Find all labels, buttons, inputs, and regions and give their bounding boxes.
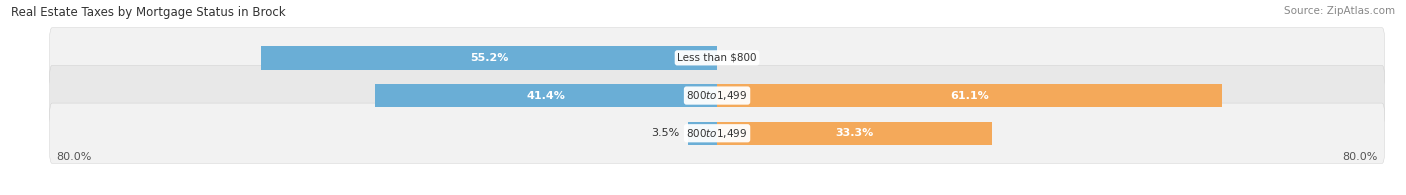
Text: 61.1%: 61.1% [950, 90, 988, 101]
Bar [688, 121, 717, 145]
FancyBboxPatch shape [49, 28, 1385, 88]
Bar [717, 121, 993, 145]
Text: Source: ZipAtlas.com: Source: ZipAtlas.com [1284, 6, 1395, 16]
Text: 80.0%: 80.0% [56, 152, 91, 162]
Bar [262, 46, 717, 70]
Bar [375, 84, 717, 107]
FancyBboxPatch shape [49, 103, 1385, 163]
Text: Real Estate Taxes by Mortgage Status in Brock: Real Estate Taxes by Mortgage Status in … [11, 6, 285, 19]
Bar [717, 84, 1222, 107]
Text: 80.0%: 80.0% [1343, 152, 1378, 162]
FancyBboxPatch shape [49, 65, 1385, 126]
Text: 0.0%: 0.0% [730, 53, 758, 63]
Text: 33.3%: 33.3% [835, 128, 873, 138]
Text: $800 to $1,499: $800 to $1,499 [686, 89, 748, 102]
Text: 55.2%: 55.2% [470, 53, 508, 63]
Text: $800 to $1,499: $800 to $1,499 [686, 127, 748, 140]
Text: Less than $800: Less than $800 [678, 53, 756, 63]
Text: 3.5%: 3.5% [651, 128, 681, 138]
Text: 41.4%: 41.4% [527, 90, 565, 101]
